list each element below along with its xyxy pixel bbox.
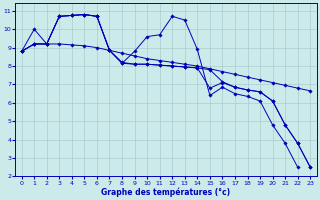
X-axis label: Graphe des températures (°c): Graphe des températures (°c) — [101, 187, 230, 197]
